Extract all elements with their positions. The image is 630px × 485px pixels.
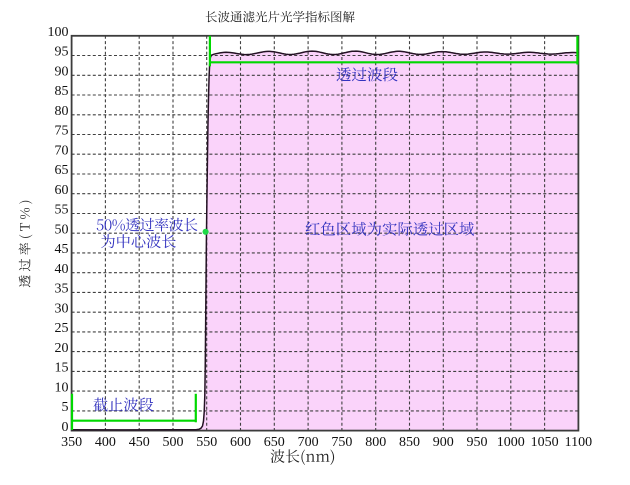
svg-text:15: 15	[55, 361, 69, 376]
svg-text:700: 700	[298, 435, 319, 450]
svg-text:500: 500	[163, 435, 184, 450]
svg-text:35: 35	[55, 282, 69, 297]
svg-text:750: 750	[331, 435, 352, 450]
svg-text:70: 70	[55, 143, 69, 158]
svg-text:1050: 1050	[531, 435, 559, 450]
svg-text:950: 950	[467, 435, 488, 450]
svg-text:90: 90	[55, 65, 69, 80]
svg-text:1100: 1100	[565, 435, 592, 450]
svg-text:80: 80	[55, 104, 69, 119]
svg-text:25: 25	[55, 321, 69, 336]
svg-text:55: 55	[55, 203, 69, 218]
svg-text:800: 800	[365, 435, 386, 450]
svg-text:30: 30	[55, 301, 69, 316]
svg-text:60: 60	[55, 183, 69, 198]
svg-text:650: 650	[264, 435, 285, 450]
svg-text:1000: 1000	[497, 435, 525, 450]
svg-text:0: 0	[62, 420, 69, 435]
svg-text:600: 600	[230, 435, 251, 450]
svg-text:20: 20	[55, 341, 69, 356]
svg-text:10: 10	[55, 380, 69, 395]
svg-text:45: 45	[55, 242, 69, 257]
svg-text:5: 5	[62, 400, 69, 415]
svg-text:350: 350	[61, 435, 82, 450]
svg-text:65: 65	[55, 163, 69, 178]
svg-text:85: 85	[55, 84, 69, 99]
svg-text:400: 400	[95, 435, 116, 450]
svg-text:40: 40	[55, 262, 69, 277]
svg-text:75: 75	[55, 124, 69, 139]
svg-text:850: 850	[399, 435, 420, 450]
svg-text:450: 450	[129, 435, 150, 450]
svg-text:550: 550	[196, 435, 217, 450]
svg-text:95: 95	[55, 45, 69, 60]
svg-text:50: 50	[55, 222, 69, 237]
svg-text:900: 900	[433, 435, 454, 450]
svg-text:100: 100	[48, 25, 69, 40]
